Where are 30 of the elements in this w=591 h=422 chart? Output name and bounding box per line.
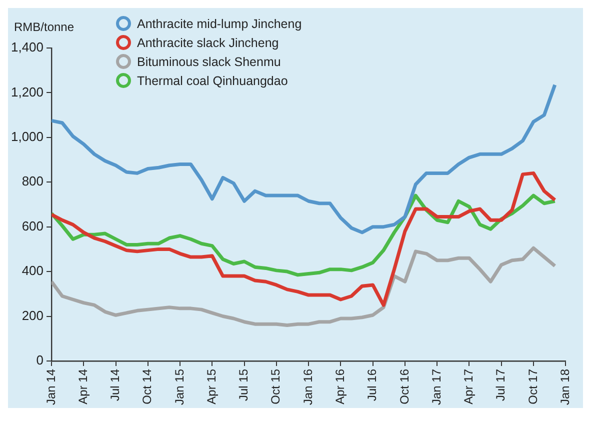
x-tick-label: Jan 15	[172, 368, 186, 405]
legend-label: Anthracite slack Jincheng	[137, 36, 279, 50]
legend-label: Bituminous slack Shenmu	[137, 54, 281, 68]
x-tick-label: Apr 15	[204, 368, 218, 404]
x-tick-label: Jul 17	[494, 368, 508, 401]
x-tick-label: Jan 14	[44, 368, 58, 405]
x-tick-label: Oct 17	[526, 368, 540, 404]
y-tick-label: 800	[22, 174, 44, 189]
x-tick-label: Oct 16	[397, 368, 412, 404]
x-tick-label: Jan 18	[558, 368, 572, 405]
x-tick-label: Jul 16	[365, 368, 380, 401]
y-tick-label: 200	[22, 308, 44, 323]
y-tick-label: 0	[36, 352, 44, 368]
y-tick-label: 1,000	[10, 129, 44, 144]
y-tick-label: 1,400	[10, 40, 44, 55]
legend-label: Anthracite mid-lump Jincheng	[137, 16, 302, 30]
x-tick-label: Oct 14	[140, 368, 154, 404]
x-tick-label: Apr 16	[333, 368, 348, 404]
x-tick-label: Jan 16	[300, 368, 315, 405]
y-tick-label: 400	[22, 263, 44, 278]
legend-label: Thermal coal Qinhuangdao	[137, 74, 288, 88]
x-tick-label: Jan 17	[429, 368, 444, 405]
y-tick-label: 1,200	[10, 84, 44, 100]
x-tick-label: Apr 14	[76, 368, 90, 404]
x-tick-label: Apr 17	[462, 368, 476, 404]
x-tick-label: Jul 15	[236, 368, 251, 401]
y-tick-label: 600	[22, 218, 44, 234]
x-tick-label: Jul 14	[108, 368, 122, 401]
y-axis-title: RMB/tonne	[14, 20, 74, 34]
x-tick-label: Oct 15	[268, 368, 283, 404]
